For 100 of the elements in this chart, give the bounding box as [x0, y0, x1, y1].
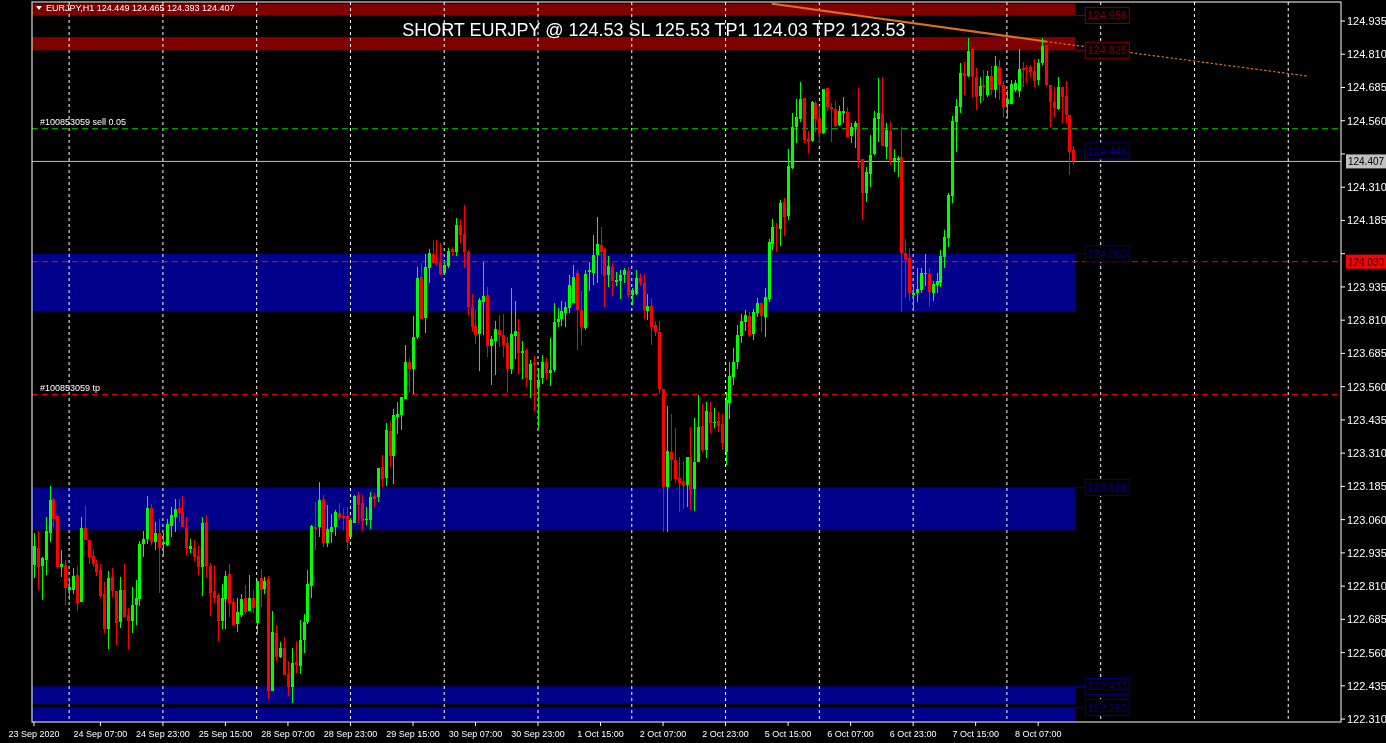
- candlestick: [88, 539, 91, 565]
- y-tick-label: 122.310: [1347, 713, 1386, 726]
- x-tick-label: 6 Oct 23:00: [889, 729, 937, 739]
- candlestick: [334, 509, 337, 537]
- candlestick: [174, 498, 177, 533]
- candlestick: [244, 584, 247, 614]
- candlestick: [834, 100, 837, 128]
- candlestick: [1018, 48, 1021, 98]
- candlestick: [1037, 58, 1040, 86]
- candlestick: [830, 102, 833, 143]
- band-label: 124.956: [1087, 9, 1128, 22]
- candlestick: [72, 567, 75, 595]
- x-tick-label: 24 Sep 23:00: [136, 729, 190, 739]
- x-tick-label: 25 Sep 15:00: [198, 729, 253, 739]
- candlestick: [482, 261, 485, 336]
- candlestick: [607, 255, 610, 288]
- y-tick-label: 124.560: [1347, 114, 1386, 127]
- candlestick: [248, 574, 251, 612]
- x-tick-label: 24 Sep 07:00: [73, 729, 128, 739]
- candlestick: [748, 311, 751, 338]
- x-tick-label: 28 Sep 07:00: [261, 729, 315, 739]
- candlestick: [560, 300, 563, 327]
- candlestick: [990, 65, 993, 96]
- x-tick-label: 2 Oct 07:00: [639, 729, 687, 739]
- candlestick: [357, 491, 360, 524]
- band-label: 124.060: [1087, 247, 1128, 260]
- candlestick: [185, 517, 188, 556]
- candlestick: [60, 549, 63, 578]
- candlestick: [979, 76, 982, 104]
- candlestick: [64, 559, 67, 606]
- candlestick: [541, 354, 544, 385]
- candlestick: [408, 357, 411, 393]
- candlestick: [314, 501, 317, 551]
- candlestick: [517, 318, 520, 375]
- y-tick-label: 123.810: [1347, 314, 1386, 327]
- y-tick-label: 124.185: [1347, 214, 1386, 227]
- candlestick: [912, 286, 915, 310]
- candlestick: [111, 567, 114, 598]
- y-tick-label: 124.685: [1347, 81, 1386, 94]
- candlestick: [783, 197, 786, 237]
- candlestick: [142, 530, 145, 558]
- candlestick: [627, 266, 630, 298]
- candlestick: [381, 454, 384, 488]
- x-tick-label: 2 Oct 23:00: [702, 729, 749, 739]
- candlestick: [963, 61, 966, 96]
- candlestick: [1057, 76, 1060, 111]
- annotation: 124.446: [1087, 145, 1128, 158]
- candlestick: [545, 357, 548, 381]
- candlestick: [166, 518, 169, 547]
- x-tick-label: 30 Sep 23:00: [511, 729, 565, 739]
- x-tick-label: 23 Sep 2020: [8, 729, 60, 739]
- candlestick: [1002, 80, 1005, 119]
- candlestick: [330, 513, 333, 544]
- candlestick: [674, 427, 677, 484]
- candlestick: [158, 518, 161, 594]
- y-tick-label: 124.310: [1347, 181, 1386, 194]
- candlestick: [635, 269, 638, 296]
- candlestick: [197, 545, 200, 576]
- candlestick: [1041, 37, 1044, 66]
- candlestick: [447, 247, 450, 269]
- y-tick-label: 124.810: [1347, 48, 1386, 61]
- chart-subtitle: EURJPY,H1 124.449 124.465 124.393 124.407: [46, 3, 235, 13]
- candlestick: [775, 222, 778, 253]
- candlestick: [1053, 86, 1056, 118]
- candlestick: [818, 105, 821, 144]
- candlestick: [619, 269, 622, 300]
- candlestick: [568, 274, 571, 314]
- x-tick-label: 5 Oct 15:00: [764, 729, 812, 739]
- candlestick: [893, 148, 896, 173]
- candlestick: [154, 521, 157, 551]
- candlestick: [814, 100, 817, 133]
- candlestick: [850, 122, 853, 144]
- candlestick: [1049, 84, 1052, 128]
- candlestick: [37, 530, 40, 591]
- candlestick: [498, 314, 501, 348]
- candlestick: [494, 320, 497, 376]
- candlestick: [84, 505, 87, 541]
- candlestick: [795, 98, 798, 144]
- candlestick: [580, 290, 583, 346]
- candlestick: [596, 216, 599, 284]
- x-tick-label: 28 Sep 23:00: [323, 729, 378, 739]
- candlestick: [838, 105, 841, 127]
- text: SHORT EURJPY @ 124.53 SL 125.53 TP1 124.03 TP2 123.53: [402, 20, 906, 40]
- candlestick: [916, 267, 919, 303]
- y-tick-label: 123.060: [1347, 513, 1386, 526]
- candlestick: [592, 234, 595, 286]
- candlestick: [650, 297, 653, 346]
- candlestick: [529, 359, 532, 399]
- candlestick: [181, 495, 184, 528]
- ref-line-label: #100853059 sell 0.05: [40, 116, 127, 127]
- candlestick: [998, 59, 1001, 101]
- candlestick: [295, 640, 298, 674]
- candlestick: [994, 55, 997, 99]
- y-tick-label: 123.935: [1347, 280, 1386, 293]
- candlestick: [826, 87, 829, 112]
- y-tick-label: 123.185: [1347, 480, 1386, 493]
- x-tick-label: 8 Oct 07:00: [1014, 729, 1062, 739]
- candlestick: [928, 267, 931, 308]
- candlestick: [131, 586, 134, 634]
- candlestick: [1010, 79, 1013, 105]
